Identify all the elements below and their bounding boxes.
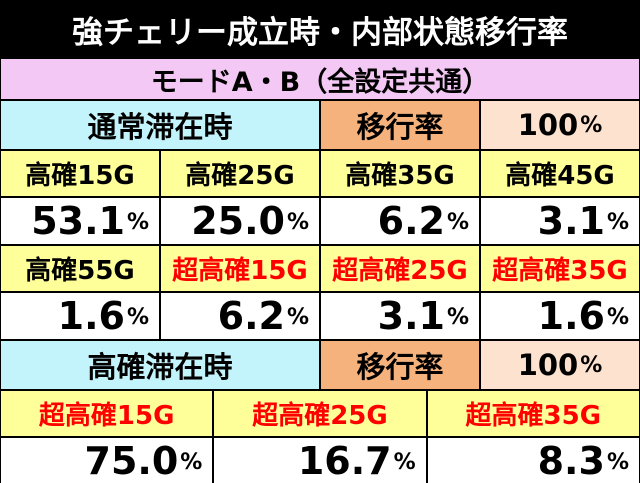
case-rate: 53.1%	[0, 197, 160, 245]
case-label: 超高確35G	[426, 390, 640, 437]
case-rate-unit: %	[286, 210, 309, 235]
case-rate-value: 25.0	[191, 199, 285, 243]
state-header: 通常滞在時	[0, 100, 320, 150]
case-rate: 3.1%	[480, 197, 640, 245]
rate-total-value: 100	[517, 348, 579, 382]
case-rate: 3.1%	[320, 292, 480, 340]
case-rate-unit: %	[606, 210, 629, 235]
case-rate-value: 53.1	[31, 199, 125, 243]
rate-total-unit: %	[580, 112, 603, 138]
case-rate: 16.7%	[213, 437, 427, 483]
case-rate-unit: %	[606, 450, 629, 475]
rate-header: 移行率	[320, 100, 480, 150]
case-rate: 1.6%	[0, 292, 160, 340]
case-rate: 75.0%	[0, 437, 214, 483]
rate-total: 100%	[480, 340, 640, 390]
case-rate: 6.2%	[160, 292, 320, 340]
case-rate-value: 16.7	[297, 439, 392, 483]
case-label: 超高確25G	[213, 390, 427, 437]
case-rate-unit: %	[393, 450, 416, 475]
case-rate-value: 8.3	[537, 439, 605, 483]
case-rate-value: 1.6	[537, 294, 605, 338]
case-label: 超高確15G	[0, 390, 214, 437]
case-label: 超高確15G	[160, 245, 320, 292]
case-rate: 25.0%	[160, 197, 320, 245]
case-rate-value: 3.1	[537, 199, 605, 243]
rate-total: 100%	[480, 100, 640, 150]
case-rate: 6.2%	[320, 197, 480, 245]
case-rate-unit: %	[126, 210, 149, 235]
case-rate-unit: %	[286, 305, 309, 330]
case-rate-unit: %	[126, 305, 149, 330]
case-label: 高確35G	[320, 150, 480, 197]
case-rate-unit: %	[606, 305, 629, 330]
rate-total-value: 100	[517, 108, 579, 142]
mode-header: モードA・B（全設定共通）	[0, 58, 640, 100]
case-label: 高確25G	[160, 150, 320, 197]
rate-header: 移行率	[320, 340, 480, 390]
case-rate-unit: %	[180, 450, 203, 475]
case-rate-value: 1.6	[57, 294, 125, 338]
case-rate: 8.3%	[426, 437, 640, 483]
case-label: 高確55G	[0, 245, 160, 292]
title: 強チェリー成立時・内部状態移行率	[72, 14, 568, 51]
state-header: 高確滞在時	[0, 340, 320, 390]
case-label: 超高確25G	[320, 245, 480, 292]
case-label: 高確15G	[0, 150, 160, 197]
case-rate: 1.6%	[480, 292, 640, 340]
case-rate-value: 6.2	[377, 199, 445, 243]
case-label: 超高確35G	[480, 245, 640, 292]
case-rate-unit: %	[446, 305, 469, 330]
case-rate-value: 6.2	[217, 294, 285, 338]
case-label: 高確45G	[480, 150, 640, 197]
rate-total-unit: %	[580, 352, 603, 378]
case-rate-value: 75.0	[84, 439, 179, 483]
case-rate-unit: %	[446, 210, 469, 235]
case-rate-value: 3.1	[377, 294, 445, 338]
